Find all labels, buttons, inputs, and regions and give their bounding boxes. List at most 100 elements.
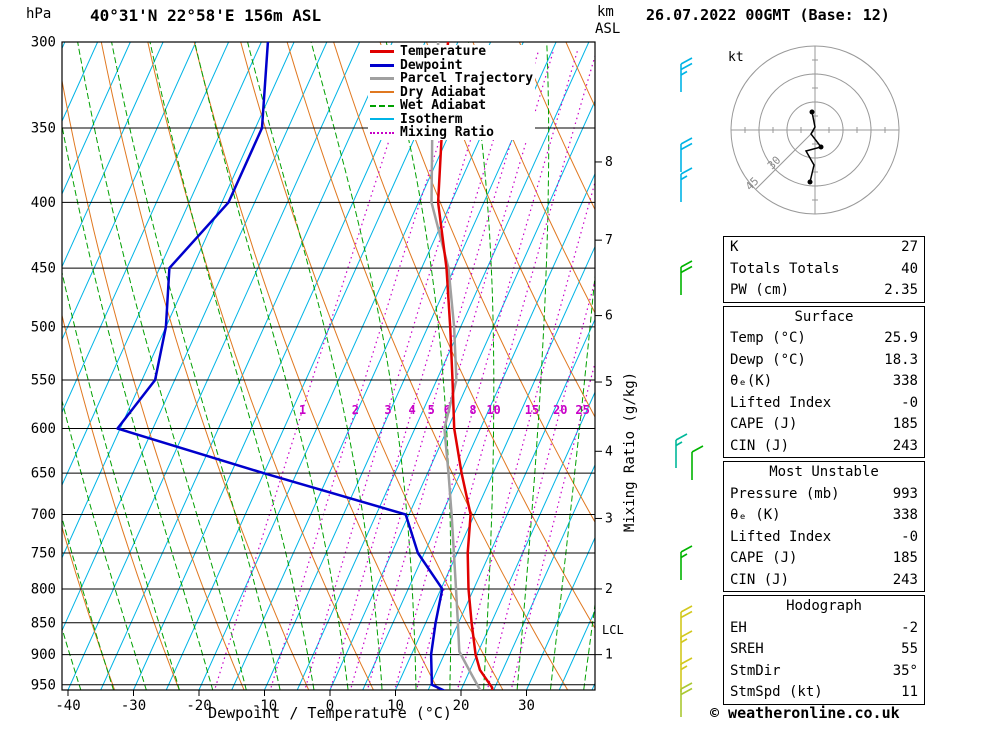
table-title: Most Unstable (769, 464, 879, 480)
table-row-label: Pressure (mb) (730, 485, 840, 502)
table-row-label: StmDir (730, 662, 781, 679)
stats-table: Most Unstable Pressure (mb) 993 θₑ (K) 338 Li… (723, 461, 925, 592)
temp-tick-label: 10 (387, 698, 404, 714)
temp-tick-label: 20 (453, 698, 470, 714)
parcel-trajectory-line (430, 42, 482, 690)
legend-item: Wet Adiabat (370, 99, 533, 113)
table-title: Hodograph (786, 598, 862, 614)
table-row-value: 35° (892, 662, 918, 679)
x-axis-label: Dewpoint / Temperature (°C) (208, 704, 452, 722)
lcl-marker: LCL (602, 623, 624, 637)
hodograph-ring-label: 30 (765, 154, 784, 173)
temp-tick-label: -30 (121, 698, 146, 714)
legend-item: Mixing Ratio (370, 126, 533, 140)
table-row-label: PW (cm) (730, 282, 790, 298)
table-row-value: 40 (901, 260, 918, 277)
table-row-value: -0 (901, 528, 918, 545)
legend-label: Mixing Ratio (400, 125, 494, 140)
temperature-axis: -40 -30 -20 -10 0 10 20 30 (55, 690, 535, 714)
pressure-tick-label: 600 (31, 421, 56, 437)
temperature-line (436, 42, 494, 690)
table-row-label: Lifted Index (730, 394, 832, 411)
legend-label: Dewpoint (400, 57, 463, 73)
table-row: StmSpd (kt) 11 (724, 682, 924, 704)
stats-table: Hodograph EH -2 SREH 55 StmDir 35° StmSpd (kt) 1… (723, 595, 925, 705)
legend-item: Parcel Trajectory (370, 72, 533, 86)
mixing-ratio-label: 15 (525, 403, 539, 417)
table-row-label: Temp (°C) (730, 330, 806, 346)
table-row: Lifted Index -0 (724, 393, 924, 415)
mixing-ratio-label: 2 (352, 403, 359, 417)
hodograph-unit-label: kt (728, 50, 744, 65)
table-row-label: CIN (J) (730, 571, 790, 588)
wind-barb (680, 630, 693, 665)
legend-item: Isotherm (370, 111, 533, 127)
wind-barbs (675, 57, 704, 717)
altitude-axis: 8 7 6 5 4 3 2 1 LCL Mixing Ratio (g/kg) (595, 155, 638, 663)
table-row-label: CIN (J) (730, 437, 790, 454)
run-date-label: 26.07.2022 00GMT (Base: 12) (646, 6, 890, 24)
legend-label: Temperature (400, 44, 487, 59)
dewpoint-line (116, 42, 446, 690)
stats-tables: K 27 Totals Totals 40 PW (cm) 2.35 Surface Temp… (723, 236, 925, 708)
table-row-value: -0 (901, 394, 918, 411)
table-row-label: Lifted Index (730, 528, 832, 545)
km-tick-label: 8 (605, 155, 613, 170)
table-row-value: 2.35 (884, 282, 918, 298)
table-row-label: EH (730, 619, 747, 636)
table-row: Temp (°C) 25.9 (724, 328, 924, 350)
mixing-ratio-label: 10 (486, 403, 500, 417)
pressure-tick-label: 650 (31, 466, 56, 482)
mixing-ratio-label: 8 (469, 403, 476, 417)
table-row: SREH 55 (724, 639, 924, 661)
table-row-label: SREH (730, 641, 764, 657)
mixing-ratio-labels: 1 2 3 4 5 6 8 10 15 20 25 (299, 403, 590, 417)
legend-item: Dry Adiabat (370, 85, 533, 100)
pressure-tick-label: 800 (31, 581, 56, 597)
pressure-gridlines: 300 350 400 450 500 550 600 650 700 750 800 850 900 9… (31, 35, 596, 693)
wind-barb (680, 260, 693, 295)
table-row: θₑ(K) 338 (724, 371, 924, 393)
table-row: CIN (J) 243 (724, 436, 924, 458)
km-tick-label: 7 (605, 233, 613, 248)
table-row: K 27 (724, 237, 924, 259)
pressure-unit-label: hPa (26, 6, 52, 22)
legend-swatch-solid (370, 50, 394, 54)
table-row-value: 185 (892, 550, 918, 566)
table-row-label: CAPE (J) (730, 416, 798, 432)
pressure-tick-label: 400 (31, 195, 56, 211)
pressure-tick-label: 300 (31, 35, 56, 51)
table-row-label: θₑ (K) (730, 507, 781, 523)
table-row-value: 338 (892, 373, 918, 389)
wind-barb (680, 167, 693, 202)
chart-legend: Temperature Dewpoint Parcel Trajectory Dry … (368, 44, 536, 140)
temp-tick-label: -20 (186, 698, 211, 714)
hodograph-dot (818, 144, 824, 150)
pressure-tick-label: 550 (31, 373, 56, 389)
table-row-value: 338 (892, 507, 918, 523)
pressure-tick-label: 350 (31, 120, 56, 136)
page-title: 40°31'N 22°58'E 156m ASL (90, 6, 322, 25)
km-tick-label: 6 (605, 309, 613, 324)
mixing-ratio-label: 3 (384, 403, 391, 417)
wind-barb (680, 57, 693, 92)
table-row: θₑ (K) 338 (724, 505, 924, 527)
table-row-value: 25.9 (884, 330, 918, 346)
table-row: CIN (J) 243 (724, 570, 924, 592)
km-tick-label: 4 (605, 444, 613, 459)
table-row-value: 243 (892, 437, 918, 454)
table-row: CAPE (J) 185 (724, 548, 924, 570)
table-row-label: StmSpd (kt) (730, 684, 823, 700)
km-tick-label: 3 (605, 511, 613, 526)
stats-table: Surface Temp (°C) 25.9 Dewp (°C) 18.3 θₑ(K) 33… (723, 305, 925, 458)
wind-barb (675, 433, 688, 468)
wind-barb (680, 657, 693, 692)
table-row: StmDir 35° (724, 661, 924, 683)
legend-swatch-dotted (370, 131, 394, 134)
km-tick-label: 1 (605, 648, 613, 663)
table-row-label: θₑ(K) (730, 373, 773, 389)
table-row-value: 243 (892, 571, 918, 588)
legend-label: Isotherm (400, 111, 463, 127)
